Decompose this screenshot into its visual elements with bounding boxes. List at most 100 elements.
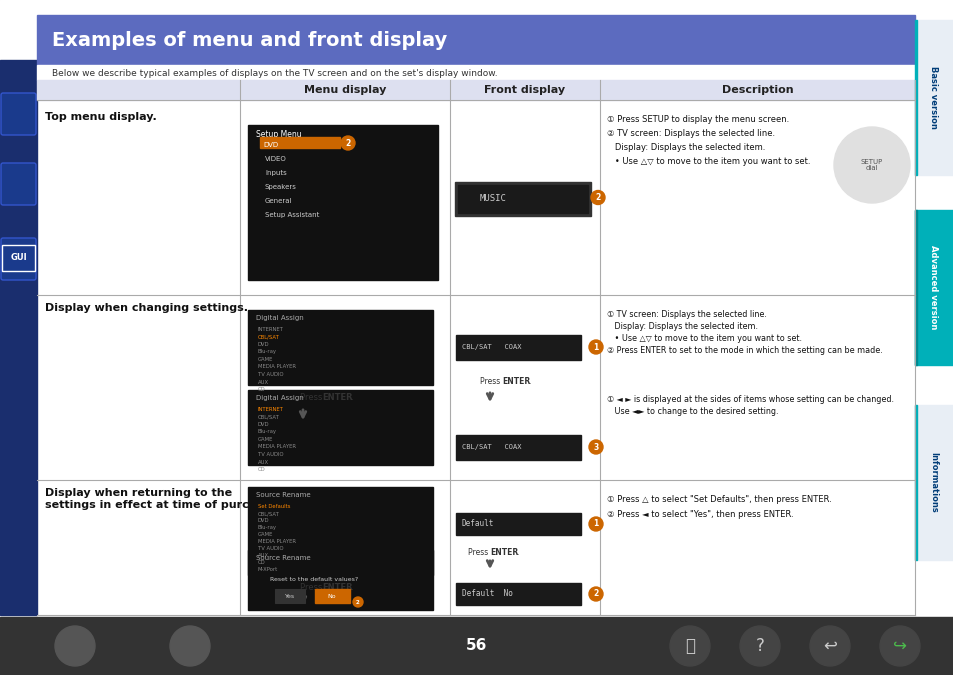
Bar: [914, 20, 916, 175]
Text: 2: 2: [595, 193, 600, 202]
Bar: [914, 210, 953, 365]
Circle shape: [353, 597, 363, 607]
Text: 1: 1: [593, 342, 598, 352]
Circle shape: [340, 136, 355, 150]
Text: AUX: AUX: [257, 553, 269, 558]
Text: .: .: [350, 583, 353, 592]
Text: 📖: 📖: [684, 637, 695, 655]
Text: DVD: DVD: [263, 142, 278, 148]
Bar: [314, 589, 350, 603]
Circle shape: [588, 340, 602, 354]
Text: Front display: Front display: [484, 85, 565, 95]
Text: CBL/SAT   COAX: CBL/SAT COAX: [461, 344, 521, 350]
Text: 1: 1: [593, 520, 598, 529]
Text: Description: Description: [720, 85, 793, 95]
Text: Use ◄► to change to the desired setting.: Use ◄► to change to the desired setting.: [606, 407, 778, 416]
Text: ENTER: ENTER: [490, 548, 517, 557]
Bar: [248, 390, 433, 465]
Text: Blu-ray: Blu-ray: [257, 350, 276, 354]
Text: CBL/SAT: CBL/SAT: [257, 511, 279, 516]
Text: .: .: [527, 377, 530, 386]
Circle shape: [833, 127, 909, 203]
Text: Display: Displays the selected item.: Display: Displays the selected item.: [606, 322, 758, 331]
Text: Blu-ray: Blu-ray: [257, 525, 276, 530]
Text: ① Press △ to select "Set Defaults", then press ENTER.: ① Press △ to select "Set Defaults", then…: [606, 495, 831, 504]
Bar: [37, 65, 914, 80]
Text: GAME: GAME: [257, 437, 274, 442]
Text: 3: 3: [593, 443, 598, 452]
Text: GUI: GUI: [10, 254, 27, 263]
Text: ① ◄ ► is displayed at the sides of items whose setting can be changed.: ① ◄ ► is displayed at the sides of items…: [606, 395, 893, 404]
Circle shape: [879, 626, 919, 666]
Bar: [456, 583, 580, 605]
Text: DVD: DVD: [265, 142, 280, 148]
Text: Display when returning to the
settings in effect at time of purchase: Display when returning to the settings i…: [45, 488, 278, 510]
Text: • Use △▽ to move to the item you want to set.: • Use △▽ to move to the item you want to…: [606, 334, 801, 343]
Text: TV AUDIO: TV AUDIO: [257, 546, 283, 551]
Text: ENTER: ENTER: [322, 583, 353, 592]
Text: ① TV screen: Displays the selected line.: ① TV screen: Displays the selected line.: [606, 310, 766, 319]
Bar: [456, 513, 580, 535]
Bar: [0, 60, 37, 615]
Circle shape: [588, 517, 602, 531]
Text: • Use △▽ to move to the item you want to set.: • Use △▽ to move to the item you want to…: [606, 157, 810, 166]
Text: Yes: Yes: [285, 593, 294, 599]
Text: No: No: [327, 593, 336, 599]
Text: Default  No: Default No: [461, 589, 513, 599]
Text: Examples of menu and front display: Examples of menu and front display: [52, 30, 447, 49]
Text: 2: 2: [355, 599, 359, 605]
Bar: [260, 137, 339, 148]
Text: INTERNET: INTERNET: [257, 407, 284, 412]
Text: Reset to the default values?: Reset to the default values?: [270, 577, 358, 582]
Text: GAME: GAME: [257, 532, 274, 537]
Text: TV AUDIO: TV AUDIO: [257, 452, 283, 457]
Text: TV AUDIO: TV AUDIO: [257, 372, 283, 377]
Bar: [274, 589, 305, 603]
Text: CD: CD: [257, 560, 265, 565]
Bar: [37, 80, 914, 100]
Text: DVD: DVD: [257, 342, 269, 347]
Text: VIDEO: VIDEO: [265, 156, 287, 162]
Text: SETUP
dial: SETUP dial: [860, 159, 882, 171]
Text: Top menu display.: Top menu display.: [45, 112, 156, 122]
Text: 🔲: 🔲: [185, 637, 194, 655]
Text: Source Rename: Source Rename: [255, 555, 311, 561]
Text: Basic version: Basic version: [928, 66, 938, 129]
Text: 🔲: 🔲: [70, 637, 80, 655]
Text: Display: Displays the selected item.: Display: Displays the selected item.: [606, 143, 764, 152]
Text: 2: 2: [593, 589, 598, 599]
Text: .: .: [350, 393, 353, 402]
Text: ② Press ENTER to set to the mode in which the setting can be made.: ② Press ENTER to set to the mode in whic…: [606, 346, 882, 355]
Text: M-XPort: M-XPort: [257, 567, 278, 572]
Text: INTERNET: INTERNET: [257, 327, 284, 332]
Text: CBL/SAT   COAX: CBL/SAT COAX: [461, 444, 521, 450]
Bar: [37, 17, 914, 617]
Text: ↪: ↪: [892, 637, 906, 655]
Text: AUX: AUX: [257, 460, 269, 464]
Text: Press: Press: [299, 393, 325, 402]
Circle shape: [590, 190, 604, 205]
Bar: [914, 405, 953, 560]
Text: Default: Default: [461, 520, 494, 529]
Text: MEDIA PLAYER: MEDIA PLAYER: [257, 539, 295, 544]
Bar: [0, 617, 953, 675]
FancyBboxPatch shape: [1, 238, 36, 280]
Text: Informations: Informations: [928, 452, 938, 513]
Text: CBL/SAT: CBL/SAT: [257, 414, 279, 419]
Circle shape: [55, 626, 95, 666]
Text: 56: 56: [466, 639, 487, 653]
Bar: [914, 210, 916, 365]
Bar: [457, 184, 587, 213]
FancyBboxPatch shape: [1, 163, 36, 205]
Bar: [37, 15, 914, 65]
Text: ↩: ↩: [822, 637, 836, 655]
Circle shape: [588, 587, 602, 601]
Text: ENTER: ENTER: [501, 377, 530, 386]
Circle shape: [588, 440, 602, 454]
Text: MEDIA PLAYER: MEDIA PLAYER: [257, 364, 295, 369]
Text: GAME: GAME: [257, 357, 274, 362]
Text: DVD: DVD: [257, 422, 269, 427]
Text: Press: Press: [479, 377, 502, 386]
Text: Inputs: Inputs: [265, 170, 287, 176]
Text: Setup Menu: Setup Menu: [255, 130, 301, 139]
